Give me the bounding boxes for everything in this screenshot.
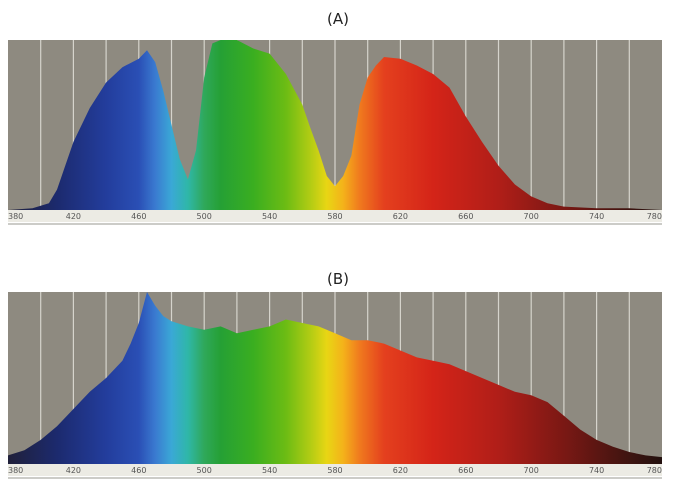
spectrum-area-b: [8, 292, 662, 464]
x-tick-label: 740: [589, 466, 604, 475]
x-tick-label: 580: [327, 212, 342, 221]
x-tick-label: 380: [8, 212, 23, 221]
x-tick-label: 500: [197, 466, 212, 475]
spectrum-area-a: [8, 40, 662, 210]
x-tick-label: 500: [197, 212, 212, 221]
x-tick-label: 540: [262, 212, 277, 221]
x-tick-label: 380: [8, 466, 23, 475]
x-tick-label: 460: [131, 466, 146, 475]
x-axis-strip: [8, 464, 662, 476]
x-axis-strip: [8, 210, 662, 222]
x-tick-label: 780: [647, 212, 662, 221]
x-tick-label: 620: [393, 212, 408, 221]
x-tick-label: 660: [458, 466, 473, 475]
x-tick-label: 700: [524, 212, 539, 221]
x-tick-label: 700: [524, 466, 539, 475]
x-tick-label: 740: [589, 212, 604, 221]
x-tick-label: 420: [66, 466, 81, 475]
x-tick-label: 540: [262, 466, 277, 475]
x-tick-label: 420: [66, 212, 81, 221]
chart-title-b: (B): [327, 270, 349, 288]
x-tick-label: 580: [327, 466, 342, 475]
x-tick-label: 620: [393, 466, 408, 475]
x-tick-label: 780: [647, 466, 662, 475]
x-tick-label: 460: [131, 212, 146, 221]
x-tick-label: 660: [458, 212, 473, 221]
chart-title-a: (A): [327, 10, 349, 28]
